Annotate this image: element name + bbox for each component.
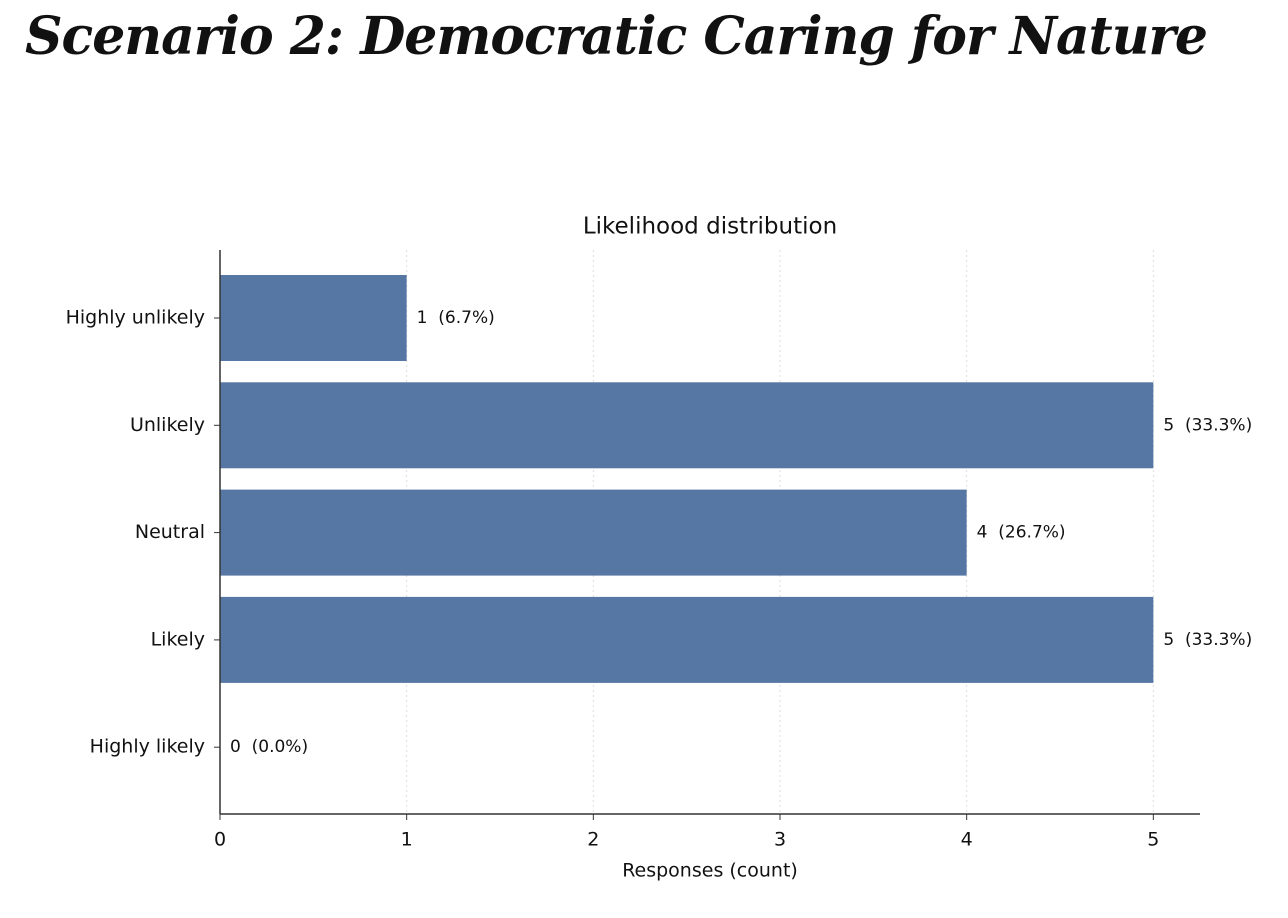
y-tick-label: Highly likely	[90, 736, 205, 758]
bar	[220, 382, 1154, 469]
x-axis-label: Responses (count)	[622, 860, 798, 882]
x-tick-label: 0	[214, 829, 226, 851]
x-tick-label: 4	[961, 829, 973, 851]
y-tick-label: Likely	[151, 628, 205, 650]
x-tick-label: 2	[587, 829, 599, 851]
y-tick-label: Highly unlikely	[66, 307, 205, 329]
y-tick-label: Unlikely	[130, 414, 205, 436]
bar	[220, 489, 967, 576]
value-label: 1 (6.7%)	[417, 308, 495, 328]
bar	[220, 275, 407, 361]
value-label: 5 (33.3%)	[1163, 630, 1252, 650]
value-label: 0 (0.0%)	[230, 737, 308, 757]
chart-title: Likelihood distribution	[583, 214, 837, 240]
x-tick-label: 5	[1147, 829, 1159, 851]
value-label: 5 (33.3%)	[1163, 415, 1252, 435]
bar	[220, 596, 1154, 683]
x-tick-label: 1	[401, 829, 413, 851]
x-tick-label: 3	[774, 829, 786, 851]
y-tick-label: Neutral	[135, 521, 205, 543]
value-label: 4 (26.7%)	[977, 523, 1066, 543]
page-title: Scenario 2: Democratic Caring for Nature	[25, 6, 1208, 67]
